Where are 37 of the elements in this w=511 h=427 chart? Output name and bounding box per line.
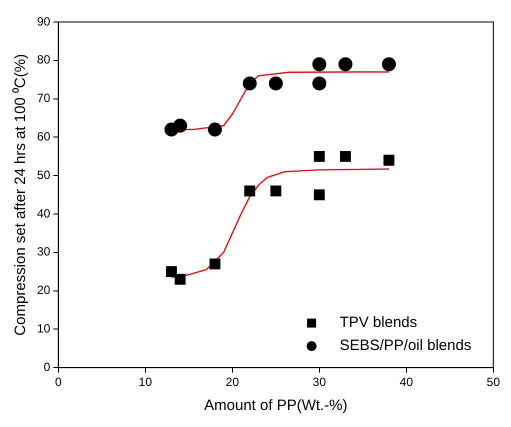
point (382, 57, 396, 72)
legend-label: SEBS/PP/oil blends (340, 337, 472, 354)
y-tick-label: 30 (36, 244, 51, 259)
x-tick-label: 30 (312, 375, 326, 390)
point (314, 189, 325, 200)
y-tick-label: 20 (36, 283, 51, 298)
point (312, 76, 326, 90)
point (242, 76, 257, 90)
point (209, 258, 220, 270)
y-tick-label: 60 (36, 130, 51, 144)
y-tick-label: 50 (36, 168, 51, 182)
y-tick-label: 10 (36, 322, 51, 336)
point (268, 76, 283, 90)
point (173, 118, 188, 133)
y-tick-label: 80 (36, 52, 51, 67)
point (338, 57, 352, 72)
y-tick-label: 70 (36, 91, 51, 106)
point (340, 150, 351, 162)
point (174, 274, 186, 285)
x-tick-label: 40 (400, 375, 414, 390)
x-axis-title: Amount of PP(Wt.-%) (204, 397, 348, 414)
x-tick-label: 20 (226, 375, 240, 390)
y-tick-label: 90 (36, 14, 51, 28)
point (270, 186, 282, 196)
x-tick-label: 10 (138, 375, 152, 390)
point (314, 150, 325, 162)
x-tick-label: 0 (55, 375, 62, 390)
legend-label: TPV blends (340, 314, 418, 332)
x-tick-label: 50 (486, 375, 500, 390)
point (244, 186, 256, 196)
y-tick-label: 0 (44, 360, 51, 374)
y-axis-title: Compression set after 24 hrs at 100 ⁰C(%) (12, 54, 30, 336)
y-tick-label: 40 (36, 206, 51, 220)
point (312, 57, 326, 72)
point (166, 266, 177, 278)
point (208, 122, 222, 137)
point (383, 154, 394, 166)
